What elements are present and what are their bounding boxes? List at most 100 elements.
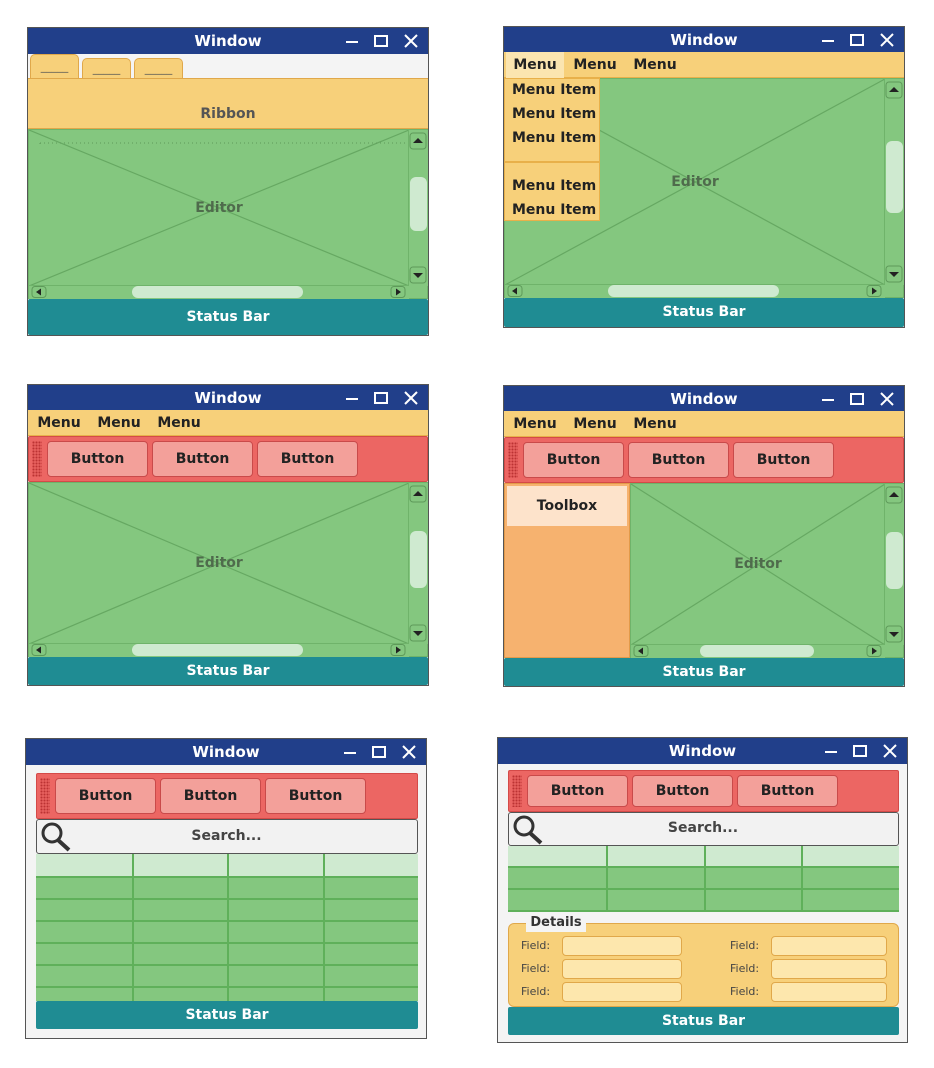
window: Window Button Button Button Search... Field: F… bbox=[497, 737, 908, 1043]
field-input[interactable] bbox=[562, 959, 682, 979]
menu[interactable]: Menu bbox=[37, 415, 81, 431]
window-title: Window bbox=[194, 32, 262, 50]
search-icon bbox=[41, 822, 71, 852]
vertical-thumb[interactable] bbox=[410, 176, 427, 232]
table-column-divider bbox=[131, 854, 134, 1001]
window: Window _____ _____ _____ Ribbon Editor Status … bbox=[27, 27, 429, 336]
window-title: Window bbox=[668, 742, 737, 760]
vertical-thumb[interactable] bbox=[886, 532, 903, 589]
table-column-divider bbox=[703, 846, 706, 912]
button[interactable]: Button bbox=[628, 442, 729, 478]
button[interactable]: Button bbox=[632, 775, 733, 807]
button[interactable]: Button bbox=[257, 441, 358, 477]
window-controls bbox=[822, 33, 894, 47]
menu-item[interactable]: Menu Item bbox=[512, 178, 597, 194]
menu-bar bbox=[28, 410, 428, 436]
window-title: Window bbox=[670, 31, 738, 49]
menu-bar bbox=[504, 52, 904, 78]
scroll-arrows-v bbox=[885, 486, 903, 643]
vertical-thumb[interactable] bbox=[886, 140, 903, 213]
field-input[interactable] bbox=[562, 982, 682, 1002]
menu[interactable]: Menu bbox=[97, 415, 141, 431]
field-input[interactable] bbox=[562, 936, 682, 956]
scroll-arrows-h bbox=[507, 285, 882, 297]
toolbar-grip bbox=[508, 442, 518, 478]
table-column-divider bbox=[801, 846, 804, 912]
status-bar: Status Bar bbox=[504, 298, 904, 327]
field-label: Field: bbox=[521, 939, 551, 952]
menu-item[interactable]: Menu Item bbox=[512, 130, 597, 146]
title-bar bbox=[26, 739, 426, 765]
menu[interactable]: Menu bbox=[633, 57, 677, 73]
ribbon: Ribbon bbox=[28, 78, 428, 129]
button[interactable]: Button bbox=[737, 775, 838, 807]
button[interactable]: Button bbox=[733, 442, 834, 478]
scroll-arrows-v bbox=[409, 485, 427, 642]
toolbar: Button Button Button bbox=[508, 770, 899, 812]
toolbar-grip bbox=[32, 441, 42, 477]
toolbox-header: Toolbox bbox=[507, 486, 627, 526]
window-controls bbox=[822, 392, 894, 406]
window-title: Window bbox=[194, 389, 262, 407]
search-box[interactable]: Search... bbox=[508, 812, 899, 846]
menu-item[interactable]: Menu Item bbox=[512, 202, 597, 218]
menu[interactable]: Menu bbox=[506, 52, 564, 78]
menu[interactable]: Menu bbox=[513, 416, 557, 432]
tab[interactable]: _____ bbox=[82, 58, 131, 79]
horizontal-thumb[interactable] bbox=[607, 285, 779, 297]
editor: Editor bbox=[28, 129, 428, 299]
table-column-divider bbox=[227, 854, 229, 1001]
table-column-divider bbox=[605, 846, 608, 912]
button[interactable]: Button bbox=[160, 778, 261, 814]
toolbar-grip bbox=[512, 775, 522, 807]
search-box[interactable]: Search... bbox=[36, 819, 418, 854]
field-label: Field: bbox=[730, 962, 760, 975]
field-input[interactable] bbox=[771, 936, 887, 956]
menu[interactable]: Menu bbox=[633, 416, 677, 432]
table-column-divider bbox=[322, 854, 325, 1001]
search-placeholder: Search... bbox=[667, 820, 739, 836]
editor: Editor bbox=[630, 483, 904, 658]
button[interactable]: Button bbox=[265, 778, 366, 814]
toolbox: Toolbox bbox=[504, 483, 630, 658]
details-legend: Details bbox=[526, 914, 586, 932]
title-bar bbox=[504, 27, 904, 53]
field-label: Field: bbox=[730, 985, 760, 998]
title-bar bbox=[28, 385, 428, 411]
menu[interactable]: Menu bbox=[157, 415, 201, 431]
window: Window Menu Menu Menu Button Button Button Edit… bbox=[27, 384, 429, 686]
editor-label: Editor bbox=[195, 555, 243, 571]
button[interactable]: Button bbox=[55, 778, 156, 814]
tab[interactable]: _____ bbox=[30, 54, 79, 79]
menu-separator bbox=[505, 161, 599, 163]
horizontal-thumb[interactable] bbox=[131, 644, 303, 656]
status-bar: Status Bar bbox=[504, 658, 904, 686]
window-controls bbox=[346, 34, 418, 48]
horizontal-thumb[interactable] bbox=[131, 286, 303, 298]
button[interactable]: Button bbox=[47, 441, 148, 477]
toolbar: Button Button Button bbox=[28, 436, 428, 482]
button[interactable]: Button bbox=[152, 441, 253, 477]
tab[interactable]: _____ bbox=[134, 58, 183, 79]
editor: Editor bbox=[28, 482, 428, 657]
button[interactable]: Button bbox=[523, 442, 624, 478]
toolbar: Button Button Button bbox=[504, 437, 904, 483]
window-controls bbox=[346, 391, 418, 405]
field-input[interactable] bbox=[771, 959, 887, 979]
horizontal-thumb[interactable] bbox=[699, 645, 814, 657]
menu-item[interactable]: Menu Item bbox=[512, 106, 597, 122]
menu-item[interactable]: Menu Item bbox=[512, 82, 597, 98]
window-title: Window bbox=[192, 743, 260, 761]
field-label: Field: bbox=[730, 939, 760, 952]
editor-placeholder bbox=[29, 483, 409, 644]
button[interactable]: Button bbox=[527, 775, 628, 807]
toolbar-grip bbox=[40, 778, 50, 814]
menu[interactable]: Menu bbox=[573, 416, 617, 432]
field-label: Field: bbox=[521, 985, 551, 998]
search-placeholder: Search... bbox=[191, 828, 262, 844]
ruler bbox=[39, 142, 408, 146]
menu[interactable]: Menu bbox=[573, 57, 617, 73]
field-input[interactable] bbox=[771, 982, 887, 1002]
vertical-thumb[interactable] bbox=[410, 531, 427, 588]
